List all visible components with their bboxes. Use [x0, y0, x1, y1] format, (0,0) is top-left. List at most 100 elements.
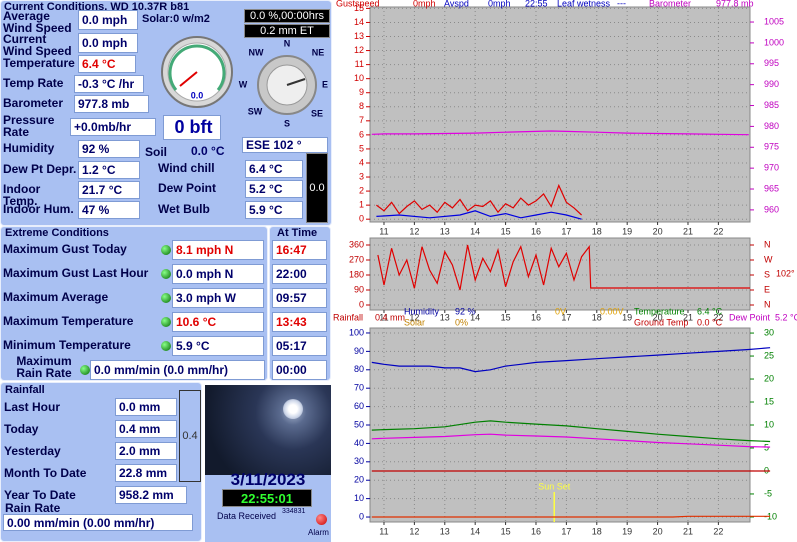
x-tick-label: 20	[653, 526, 663, 536]
field-label: Soil	[145, 145, 168, 159]
extreme-label: Maximum Average	[3, 290, 109, 304]
y-tick-label: 11	[355, 59, 364, 69]
y2-tick-label: 0	[764, 465, 769, 475]
status-dot	[161, 245, 171, 255]
y2-tick-label: N	[764, 299, 771, 309]
graph-header: Barometer	[649, 0, 691, 8]
y2-tick-label: 995	[764, 58, 779, 68]
rain-value: 22.8 mm	[115, 464, 177, 482]
y-tick-label: 100	[349, 327, 364, 337]
series-line	[371, 515, 771, 518]
y-tick-label: 9	[359, 87, 364, 97]
x-tick-label: 11	[379, 226, 388, 236]
graph-header: 0V	[555, 306, 566, 316]
compass-label: W	[239, 79, 248, 89]
webcam	[205, 385, 331, 475]
compass-label: E	[322, 79, 328, 89]
graph-header: 0.4 mm	[375, 312, 405, 322]
field-label: Current Wind Speed	[3, 32, 72, 58]
y2-tick-label: 1005	[764, 16, 784, 26]
graph-header: 22:55	[525, 0, 548, 8]
field-label: Average Wind Speed	[3, 9, 72, 35]
y2-tick-label: 30	[764, 327, 774, 337]
graph-header: Temperature	[634, 306, 685, 316]
graph-header: Leaf wetness	[557, 0, 611, 8]
wind-gauge-value: 0.0	[191, 90, 204, 100]
graph-header: 0.00V	[600, 306, 624, 316]
plot-area	[369, 6, 751, 223]
graph-header: 977.8 mb	[716, 0, 754, 8]
wind-gauge-arc	[168, 44, 226, 91]
field-value: 0.0 mph	[78, 33, 138, 53]
compass-label: SW	[248, 106, 263, 116]
rain-value: 958.2 mm	[115, 486, 187, 504]
x-tick-label: 16	[531, 312, 541, 322]
graph-header: Humidity	[404, 306, 440, 316]
field-value: 6.4 °C	[245, 160, 303, 178]
y-tick-label: 40	[354, 438, 364, 448]
extreme-label: Maximum Rain Rate	[16, 354, 72, 380]
y-tick-label: 360	[349, 239, 364, 249]
plot-area	[369, 237, 751, 311]
y2-tick-label: -5	[764, 488, 772, 498]
x-tick-label: 13	[440, 312, 450, 322]
rain-rate: 0.00 mm/min (0.00 mm/hr)	[3, 514, 193, 531]
status-dot	[161, 341, 171, 351]
x-tick-label: 21	[683, 312, 693, 322]
y2-tick-label: N	[764, 239, 771, 249]
x-tick-label: 18	[592, 226, 602, 236]
graph-header: Solar	[404, 317, 425, 327]
x-tick-label: 20	[653, 226, 663, 236]
field-value: 0.0 mph	[78, 10, 138, 30]
x-tick-label: 13	[440, 526, 450, 536]
y-tick-label: 90	[354, 346, 364, 356]
status-dot	[161, 293, 171, 303]
series-line	[371, 347, 771, 373]
y2-tick-label: 10	[764, 419, 774, 429]
x-tick-label: 16	[531, 526, 541, 536]
y-tick-label: 6	[359, 129, 364, 139]
series-line	[377, 244, 750, 291]
y2-tick-label: 25	[764, 350, 774, 360]
y-tick-label: 5	[359, 143, 364, 153]
series-line	[376, 210, 582, 220]
rain-label: Yesterday	[4, 444, 61, 458]
y2-tick-label: S	[764, 269, 770, 279]
field-value: 47 %	[78, 201, 140, 219]
x-tick-label: 18	[592, 312, 602, 322]
extreme-time: 16:47	[272, 240, 327, 260]
at-time-title: At Time	[277, 227, 318, 239]
rainfall-title: Rainfall	[5, 384, 45, 396]
field-label: Dew Point	[158, 181, 217, 195]
rain-value: 0.0 mm	[115, 398, 177, 416]
y-tick-label: 14	[354, 17, 364, 27]
field-value: 5.2 °C	[245, 180, 303, 198]
y-tick-label: 70	[354, 383, 364, 393]
graph-header: Ground Temp	[634, 317, 688, 327]
x-tick-label: 16	[531, 226, 541, 236]
field-value: 92 %	[78, 140, 140, 158]
status-dot	[80, 365, 90, 375]
extreme-label: Maximum Gust Today	[3, 242, 127, 256]
received-label: Data Received	[217, 511, 277, 521]
graph-header: 0mph	[488, 0, 511, 8]
x-tick-label: 18	[592, 526, 602, 536]
et-box: 0.2 mm ET	[244, 24, 330, 38]
x-tick-label: 15	[501, 526, 511, 536]
y-tick-label: 10	[354, 73, 364, 83]
extreme-value: 0.0 mm/min (0.0 mm/hr)	[90, 360, 265, 380]
x-tick-label: 17	[561, 226, 571, 236]
rain-label: Last Hour	[4, 400, 61, 414]
graph-header: 5.2 °C	[775, 312, 797, 322]
graph-header: 0mph	[413, 0, 436, 8]
x-tick-label: 21	[683, 226, 693, 236]
current-title: Current Conditions, WD 10.37R b81	[4, 1, 190, 13]
field-value: 1.2 °C	[78, 161, 140, 179]
y-tick-label: 10	[354, 493, 364, 503]
y-tick-label: 8	[359, 101, 364, 111]
field-label: Wind chill	[158, 161, 215, 175]
graph-header: 0.0 °C	[697, 317, 723, 327]
sunshine-box: 0.0 %,00:00hrs	[244, 9, 330, 23]
y2-tick-label: 985	[764, 100, 779, 110]
extreme-value: 0.0 mph N	[172, 264, 264, 284]
